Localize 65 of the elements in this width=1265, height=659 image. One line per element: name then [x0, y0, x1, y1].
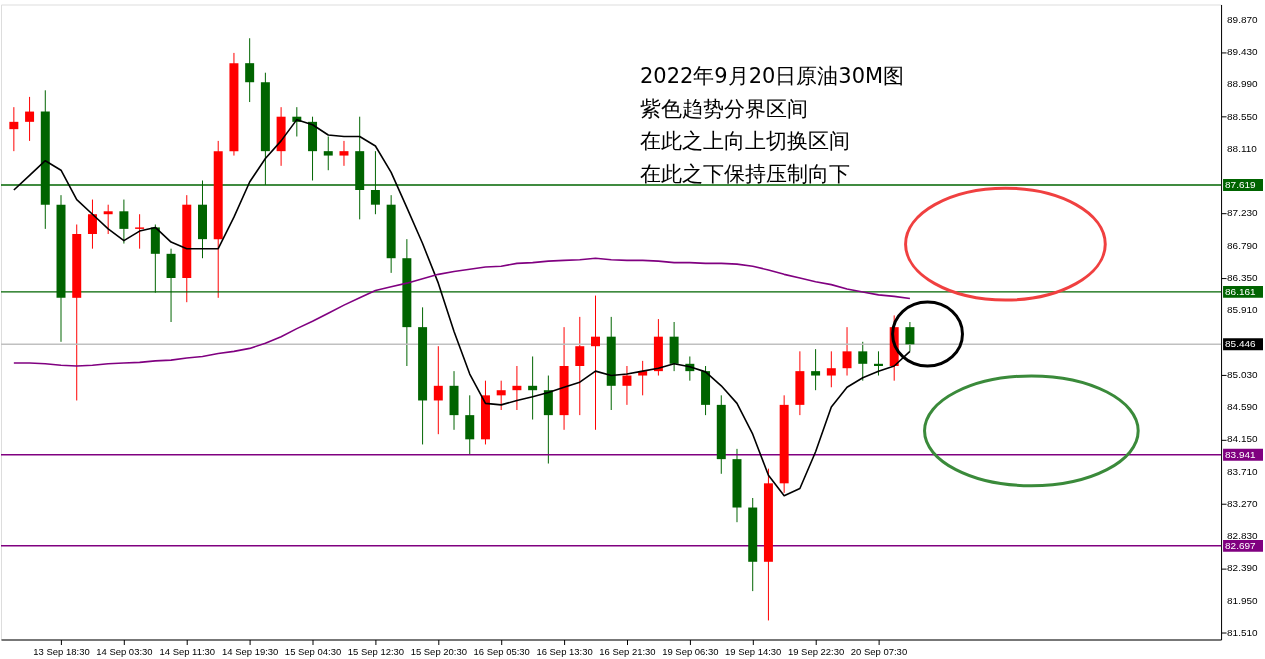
y-tick-label: 85.910 — [1227, 304, 1259, 316]
x-tick-label: 15 Sep 12:30 — [347, 645, 405, 657]
x-tick-label: 19 Sep 22:30 — [787, 645, 845, 657]
x-tick-label: 15 Sep 20:30 — [410, 645, 467, 657]
candlestick — [9, 106, 19, 152]
candlestick — [905, 321, 915, 352]
line-series — [13, 257, 911, 367]
annotation: 2022年9月20日原油30M图 — [639, 64, 905, 89]
candlestick — [622, 365, 632, 406]
candlestick — [528, 355, 538, 421]
y-tick-label: 82.830 — [1227, 530, 1259, 542]
candlestick — [496, 380, 506, 411]
annotation: 在此之上向上切换区间 — [639, 129, 850, 154]
y-tick-label: 84.590 — [1227, 401, 1259, 413]
y-tick-label: 87.230 — [1227, 207, 1259, 219]
ref-line-label: 83.941 — [1225, 448, 1257, 460]
y-tick-label: 82.390 — [1227, 562, 1259, 574]
y-tick-label: 88.550 — [1227, 110, 1259, 122]
y-tick-label: 89.430 — [1227, 46, 1259, 58]
x-tick-label: 13 Sep 18:30 — [33, 645, 90, 657]
x-tick-label: 14 Sep 11:30 — [159, 645, 216, 657]
candlestick — [87, 199, 97, 250]
y-tick-label: 86.790 — [1227, 239, 1259, 251]
y-tick-label: 89.870 — [1227, 13, 1259, 25]
x-tick-label: 20 Sep 07:30 — [850, 645, 908, 657]
x-tick-label: 15 Sep 04:30 — [284, 645, 342, 657]
candlestick — [873, 350, 883, 377]
x-tick-label: 19 Sep 14:30 — [725, 645, 782, 657]
x-tick-label: 16 Sep 05:30 — [473, 645, 530, 657]
candlestick — [842, 326, 852, 377]
annotation: 紫色趋势分界区间 — [639, 96, 808, 121]
y-tick-label: 81.510 — [1227, 626, 1259, 638]
x-tick-label: 16 Sep 13:30 — [536, 645, 593, 657]
ref-line-label: 85.446 — [1225, 338, 1257, 350]
candlestick — [591, 295, 600, 431]
candlestick — [339, 140, 349, 167]
candlestick — [512, 365, 522, 411]
candlestick — [323, 136, 333, 171]
ref-line-label: 87.619 — [1225, 178, 1257, 190]
y-tick-label: 83.710 — [1227, 465, 1259, 477]
candlestick — [858, 341, 868, 382]
y-tick-label: 85.030 — [1227, 368, 1259, 380]
ref-line-label: 82.697 — [1225, 539, 1257, 551]
y-tick-label: 81.950 — [1227, 594, 1259, 606]
candlestick — [119, 199, 129, 245]
y-tick-label: 88.990 — [1227, 78, 1259, 90]
x-tick-label: 14 Sep 03:30 — [96, 645, 153, 657]
y-tick-label: 88.110 — [1227, 142, 1258, 154]
candlestick — [433, 345, 443, 435]
ref-line-label: 86.161 — [1225, 285, 1257, 297]
candlestick — [25, 96, 35, 142]
line-series — [13, 118, 911, 497]
candlestick — [826, 350, 836, 388]
candlestick — [135, 213, 145, 250]
candlestick — [811, 348, 821, 391]
annotation: 在此之下保持压制向下 — [639, 161, 850, 186]
candlestick — [103, 204, 113, 235]
x-tick-label: 16 Sep 21:30 — [599, 645, 656, 657]
candlestick — [245, 37, 255, 103]
x-tick-label: 19 Sep 06:30 — [662, 645, 719, 657]
x-tick-label: 14 Sep 19:30 — [221, 645, 279, 657]
y-tick-label: 83.270 — [1227, 497, 1259, 509]
candlestick — [575, 316, 585, 416]
y-tick-label: 86.350 — [1227, 272, 1259, 284]
y-tick-label: 84.150 — [1227, 433, 1259, 445]
